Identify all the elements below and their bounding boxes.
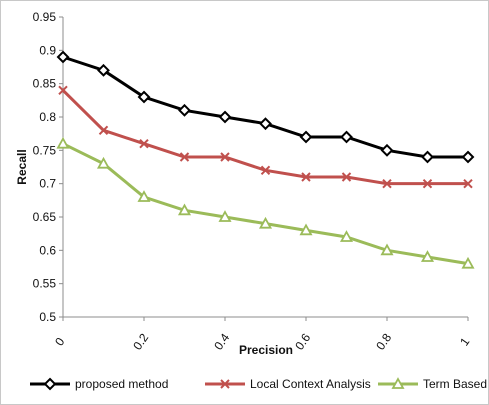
data-point-term-based	[339, 230, 354, 242]
data-point-proposed-method	[380, 143, 394, 157]
series-local-context-analysis	[58, 85, 473, 189]
y-tick-label: 0.65	[33, 210, 57, 224]
data-point-local-context-analysis	[422, 178, 433, 189]
legend-label: Term Based	[423, 377, 487, 391]
y-tick-label: 0.8	[39, 110, 56, 124]
data-point-term-based	[96, 156, 111, 169]
y-tick-label: 0.9	[39, 43, 56, 57]
data-point-term-based	[56, 136, 70, 149]
legend-marker	[220, 379, 230, 389]
data-point-proposed-method	[299, 130, 313, 144]
data-point-term-based	[380, 243, 394, 256]
data-point-local-context-analysis	[382, 178, 392, 189]
series-line-proposed-method	[62, 55, 468, 159]
data-point-proposed-method	[56, 50, 70, 64]
data-point-local-context-analysis	[301, 172, 311, 182]
data-point-proposed-method	[97, 63, 110, 77]
data-point-term-based	[420, 250, 435, 262]
y-axis-title: Recall	[15, 149, 29, 184]
y-tick-label: 0.95	[33, 10, 57, 24]
x-tick-label: 0.4	[211, 331, 232, 353]
legend-item-term-based: Term Based	[378, 377, 487, 391]
legend-item-proposed-method: proposed method	[30, 377, 168, 391]
data-point-proposed-method	[178, 103, 191, 117]
data-point-proposed-method	[340, 130, 353, 144]
legend: proposed method Local Context Analysis Ter…	[30, 377, 487, 391]
data-point-proposed-method	[259, 117, 272, 131]
x-axis-title: Precision	[239, 343, 293, 357]
x-tick-label: 0	[52, 335, 67, 349]
x-tick-label: 0.8	[373, 331, 394, 353]
data-point-local-context-analysis	[98, 125, 109, 136]
data-point-local-context-analysis	[260, 165, 271, 176]
data-point-local-context-analysis	[341, 172, 352, 182]
data-point-proposed-method	[421, 150, 434, 164]
legend-label: Local Context Analysis	[250, 377, 371, 391]
data-point-local-context-analysis	[463, 178, 473, 189]
series-layer	[56, 50, 475, 269]
data-point-term-based	[177, 203, 192, 216]
data-point-local-context-analysis	[220, 152, 230, 162]
data-point-term-based	[258, 216, 273, 229]
series-line-term-based	[62, 142, 469, 266]
y-tick-label: 0.5	[39, 310, 56, 324]
y-tick-label: 0.55	[33, 277, 57, 291]
y-tick-label: 0.85	[33, 77, 57, 91]
data-point-proposed-method	[218, 110, 232, 124]
legend-marker	[391, 377, 405, 389]
data-point-term-based	[218, 210, 232, 222]
data-point-term-based	[137, 190, 151, 202]
y-tick-label: 0.6	[39, 243, 56, 257]
series-proposed-method	[56, 50, 475, 164]
x-tick-label: 1	[457, 335, 472, 349]
x-tick-label: 0.6	[292, 331, 313, 353]
data-point-proposed-method	[461, 150, 475, 164]
series-term-based	[56, 136, 475, 269]
legend-label: proposed method	[75, 377, 168, 391]
data-point-proposed-method	[137, 90, 151, 104]
legend-item-local-context-analysis: Local Context Analysis	[205, 377, 371, 391]
y-tick-label: 0.75	[33, 143, 57, 157]
data-point-term-based	[299, 223, 313, 236]
axes	[62, 17, 468, 318]
y-axis-ticks: 0.5 0.55 0.6 0.65 0.7 0.75 0.8 0.85 0.9 0.95	[33, 10, 63, 324]
data-point-term-based	[461, 256, 475, 269]
data-point-local-context-analysis	[139, 138, 149, 149]
legend-marker	[43, 377, 57, 391]
y-tick-label: 0.7	[39, 177, 56, 191]
data-point-local-context-analysis	[179, 152, 190, 162]
data-point-local-context-analysis	[58, 85, 68, 96]
x-tick-label: 0.2	[130, 331, 151, 353]
